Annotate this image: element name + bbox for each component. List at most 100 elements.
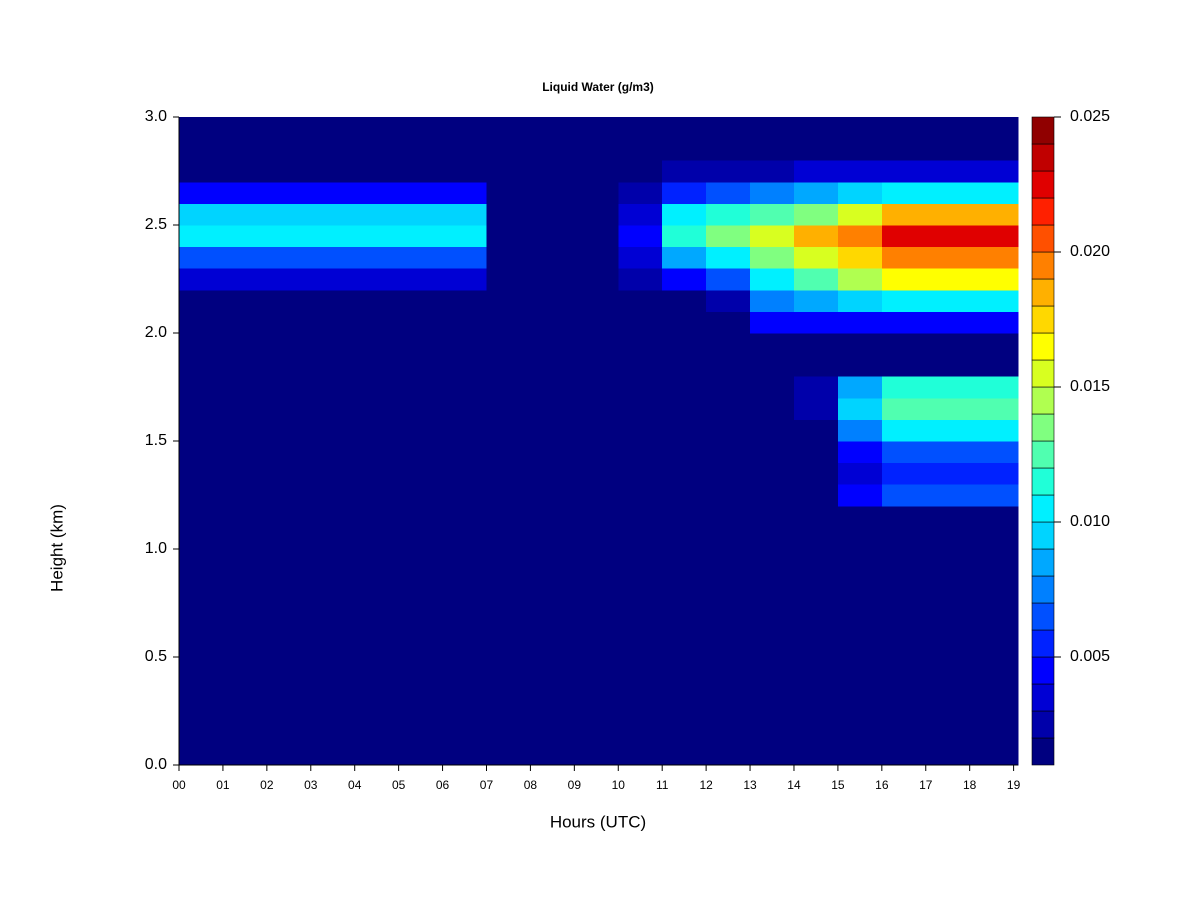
heat-cell <box>530 225 575 248</box>
colorbar-cell <box>1031 143 1055 172</box>
heat-cell <box>969 505 1019 766</box>
heat-cell <box>222 505 268 766</box>
colorbar-cell <box>1031 467 1055 496</box>
heat-cell <box>618 268 663 291</box>
heat-cell <box>530 268 575 291</box>
heat-cell <box>442 181 487 204</box>
x-tick-label: 02 <box>260 778 274 792</box>
heat-cell <box>486 268 531 291</box>
heat-cell <box>442 484 487 507</box>
heat-cell <box>486 441 531 464</box>
heat-cell <box>574 225 619 248</box>
heat-cell <box>179 268 224 291</box>
heat-cell <box>266 354 312 377</box>
heat-cell <box>574 160 619 183</box>
heat-cell <box>618 117 663 161</box>
heat-cell <box>530 419 575 442</box>
heat-cell <box>662 333 707 356</box>
heat-cell <box>662 225 707 248</box>
heat-cell <box>310 117 356 161</box>
heat-cell <box>925 441 971 464</box>
heat-cell <box>486 505 531 766</box>
x-tick-label: 16 <box>875 778 889 792</box>
heat-cell <box>574 246 619 269</box>
heat-cell <box>486 160 531 183</box>
heat-cell <box>618 333 663 356</box>
heat-cell <box>925 376 971 399</box>
heat-cell <box>793 441 839 464</box>
heat-cell <box>310 203 356 226</box>
heat-cell <box>354 289 400 312</box>
heat-cell <box>179 246 224 269</box>
heat-cell <box>881 376 927 399</box>
heat-cell <box>706 203 751 226</box>
heat-cell <box>750 505 795 766</box>
heat-cell <box>486 225 531 248</box>
heat-cell <box>793 333 839 356</box>
heat-cell <box>969 268 1019 291</box>
heat-cell <box>750 203 795 226</box>
heat-cell <box>574 441 619 464</box>
heat-cell <box>793 289 839 312</box>
heat-cell <box>530 181 575 204</box>
x-tick-label: 08 <box>524 778 538 792</box>
heat-cell <box>310 181 356 204</box>
colorbar-tick-label: 0.025 <box>1070 108 1110 125</box>
colorbar-tick-label: 0.020 <box>1070 243 1110 260</box>
heat-cell <box>222 289 268 312</box>
heat-cell <box>925 484 971 507</box>
x-tick-label: 09 <box>568 778 582 792</box>
heat-cell <box>266 117 312 161</box>
heat-cell <box>442 311 487 334</box>
heat-cell <box>881 354 927 377</box>
x-tick-label: 04 <box>348 778 362 792</box>
heat-cell <box>354 268 400 291</box>
heat-cell <box>618 289 663 312</box>
colorbar-cell <box>1031 116 1055 145</box>
heat-cell <box>398 397 444 420</box>
colorbar-tick-label: 0.010 <box>1070 513 1110 530</box>
heat-cell <box>618 354 663 377</box>
heat-cell <box>530 289 575 312</box>
heat-cell <box>925 419 971 442</box>
heat-cell <box>354 225 400 248</box>
heat-cell <box>618 203 663 226</box>
heat-cell <box>398 462 444 485</box>
heat-cell <box>310 354 356 377</box>
heat-cell <box>310 462 356 485</box>
x-tick-label: 07 <box>480 778 494 792</box>
heat-cell <box>837 289 883 312</box>
heat-cell <box>442 505 487 766</box>
heat-cell <box>881 203 927 226</box>
heat-cell <box>222 311 268 334</box>
heat-cell <box>179 505 224 766</box>
heat-cell <box>706 441 751 464</box>
heat-cell <box>398 333 444 356</box>
heat-cell <box>618 246 663 269</box>
x-tick-label: 05 <box>392 778 406 792</box>
heat-cell <box>706 505 751 766</box>
heat-cell <box>266 181 312 204</box>
heat-cell <box>310 505 356 766</box>
heat-cell <box>442 268 487 291</box>
heat-cell <box>706 225 751 248</box>
heat-cell <box>706 354 751 377</box>
heat-cell <box>442 203 487 226</box>
colorbar-cell <box>1031 305 1055 334</box>
heat-cell <box>310 246 356 269</box>
heat-cell <box>706 376 751 399</box>
heat-cell <box>969 203 1019 226</box>
colorbar-cell <box>1031 737 1055 766</box>
colorbar-cell <box>1031 197 1055 226</box>
heat-cell <box>266 268 312 291</box>
heat-cell <box>925 225 971 248</box>
heat-cell <box>793 354 839 377</box>
heat-cell <box>925 203 971 226</box>
heat-cell <box>969 181 1019 204</box>
heat-cell <box>398 376 444 399</box>
heat-cell <box>442 397 487 420</box>
heat-cell <box>310 311 356 334</box>
heat-cell <box>837 203 883 226</box>
heat-cell <box>530 311 575 334</box>
